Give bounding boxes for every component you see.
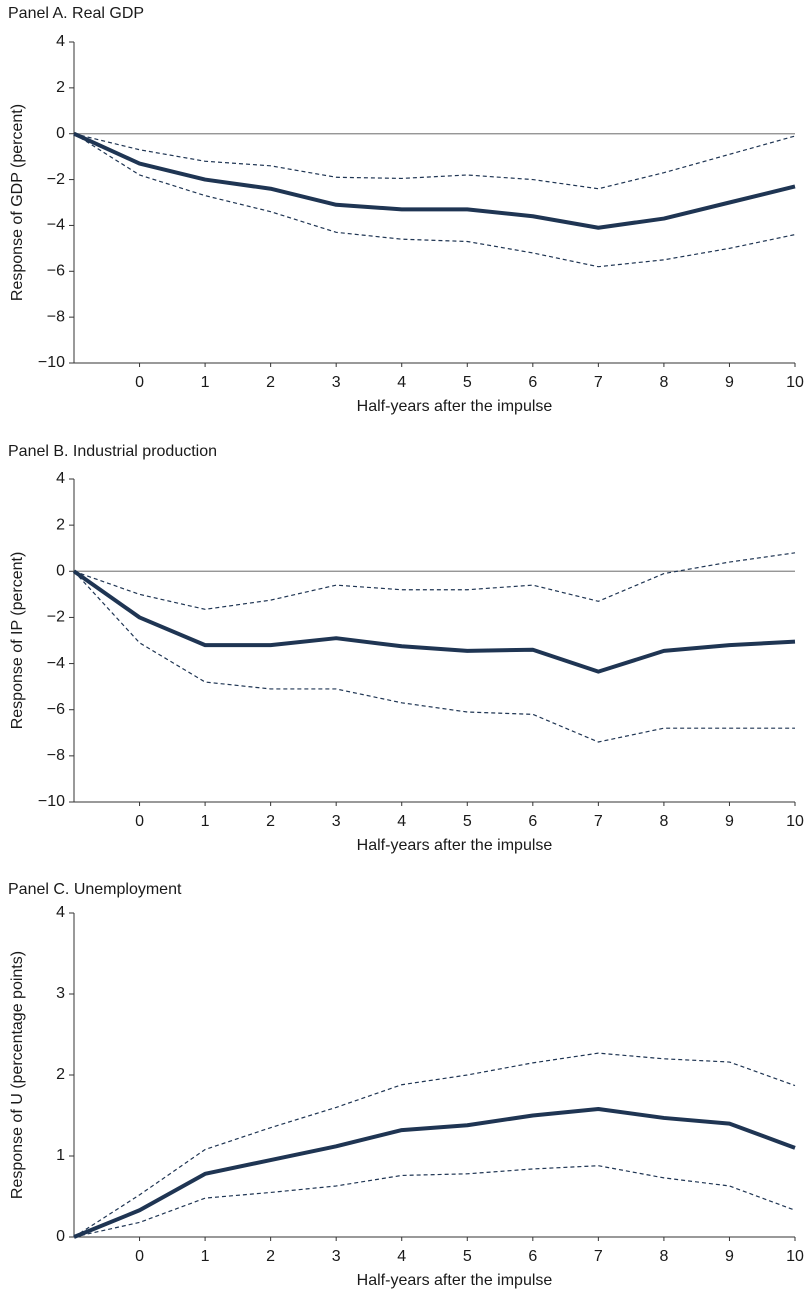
y-tick-label: −4	[47, 655, 65, 672]
x-tick-label: 8	[659, 1248, 668, 1265]
y-tick-label: −2	[47, 609, 65, 626]
x-tick-label: 9	[725, 374, 734, 391]
x-tick-label: 0	[135, 1248, 144, 1265]
y-axis-label: Response of U (percentage points)	[9, 951, 26, 1199]
y-axis-label: Response of IP (percent)	[9, 552, 26, 730]
y-tick-label: −2	[47, 171, 65, 188]
y-tick-label: −8	[47, 308, 65, 325]
panel-title: Panel A. Real GDP	[8, 5, 144, 22]
x-tick-label: 10	[786, 1248, 804, 1265]
x-tick-label: 1	[201, 813, 210, 830]
x-tick-label: 1	[201, 374, 210, 391]
x-tick-label: 3	[332, 813, 341, 830]
band-line	[73, 1165, 796, 1238]
x-tick-label: 5	[463, 813, 472, 830]
y-tick-label: 0	[56, 563, 65, 580]
band-line	[73, 133, 796, 268]
x-tick-label: 9	[725, 813, 734, 830]
y-tick-label: 2	[56, 1066, 65, 1083]
x-tick-label: 2	[266, 374, 275, 391]
y-tick-label: −8	[47, 747, 65, 764]
panel-title: Panel B. Industrial production	[8, 443, 217, 460]
y-tick-label: −10	[38, 793, 65, 810]
x-tick-label: 6	[528, 374, 537, 391]
y-tick-label: 4	[56, 33, 65, 50]
y-tick-label: 0	[56, 125, 65, 142]
x-axis-label: Half-years after the impulse	[357, 1272, 553, 1289]
x-tick-label: 0	[135, 374, 144, 391]
x-tick-label: 2	[266, 813, 275, 830]
y-tick-label: −6	[47, 701, 65, 718]
x-tick-label: 5	[463, 1248, 472, 1265]
x-tick-label: 9	[725, 1248, 734, 1265]
panel-title: Panel C. Unemployment	[8, 881, 182, 898]
x-tick-label: 10	[786, 813, 804, 830]
x-tick-label: 8	[659, 813, 668, 830]
y-tick-label: −6	[47, 263, 65, 280]
x-axis-label: Half-years after the impulse	[357, 837, 553, 854]
x-tick-label: 7	[594, 1248, 603, 1265]
band-line	[73, 552, 796, 610]
y-tick-label: 2	[56, 516, 65, 533]
y-tick-label: −4	[47, 217, 65, 234]
x-tick-label: 5	[463, 374, 472, 391]
band-line	[73, 133, 796, 190]
x-tick-label: 1	[201, 1248, 210, 1265]
x-tick-label: 6	[528, 1248, 537, 1265]
x-axis-label: Half-years after the impulse	[357, 398, 553, 415]
y-tick-label: −10	[38, 354, 65, 371]
y-tick-label: 3	[56, 985, 65, 1002]
x-tick-label: 4	[397, 813, 406, 830]
band-line	[73, 1052, 796, 1238]
x-tick-label: 10	[786, 374, 804, 391]
y-tick-label: 2	[56, 79, 65, 96]
x-tick-label: 8	[659, 374, 668, 391]
y-tick-label: 4	[56, 904, 65, 921]
y-tick-label: 1	[56, 1147, 65, 1164]
response-line	[73, 131, 796, 230]
response-line	[72, 569, 796, 674]
x-tick-label: 3	[332, 1248, 341, 1265]
x-tick-label: 4	[397, 374, 406, 391]
y-tick-label: 4	[56, 470, 65, 487]
x-tick-label: 7	[594, 813, 603, 830]
band-line	[73, 570, 795, 743]
x-tick-label: 3	[332, 374, 341, 391]
x-tick-label: 2	[266, 1248, 275, 1265]
y-tick-label: 0	[56, 1228, 65, 1245]
x-tick-label: 6	[528, 813, 537, 830]
x-tick-label: 7	[594, 374, 603, 391]
y-axis-label: Response of GDP (percent)	[9, 104, 26, 301]
response-line	[73, 1107, 796, 1239]
x-tick-label: 0	[135, 813, 144, 830]
x-tick-label: 4	[397, 1248, 406, 1265]
